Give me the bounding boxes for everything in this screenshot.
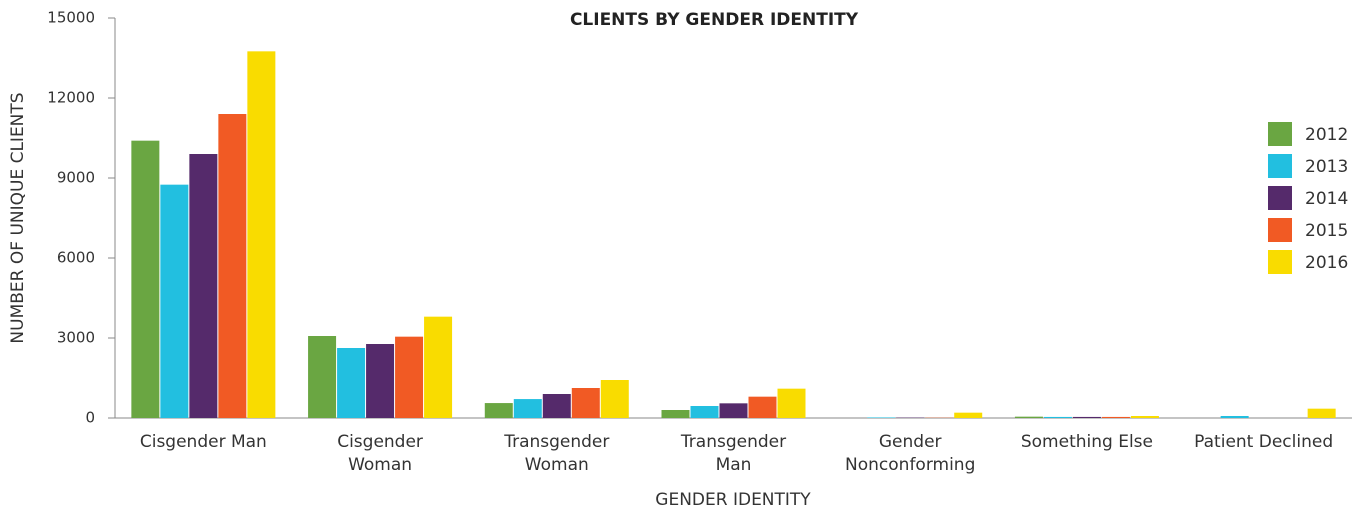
x-tick-label: Patient Declined (1194, 432, 1333, 452)
bar (366, 344, 395, 418)
bar (1014, 416, 1043, 418)
y-tick-label: 0 (85, 409, 95, 427)
legend-swatch (1268, 186, 1292, 210)
bar (218, 114, 247, 418)
bar (247, 51, 276, 418)
bar (542, 394, 571, 418)
legend-label: 2013 (1305, 157, 1348, 177)
bar (571, 388, 600, 418)
x-tick-label: Cisgender Man (140, 432, 267, 452)
x-tick-label: Transgender Man (680, 432, 786, 475)
legend-swatch (1268, 250, 1292, 274)
y-tick-label: 15000 (47, 9, 95, 27)
x-axis-title: GENDER IDENTITY (655, 490, 811, 510)
bar (1220, 416, 1249, 418)
bar (424, 316, 453, 418)
x-tick-label: Gender Nonconforming (845, 432, 975, 475)
bar (954, 412, 983, 418)
bar (1307, 408, 1336, 418)
legend-swatch (1268, 218, 1292, 242)
y-tick-label: 6000 (57, 249, 95, 267)
bar (1043, 416, 1072, 418)
bar (131, 140, 160, 418)
x-tick-label: Transgender Woman (503, 432, 609, 475)
bar (337, 348, 366, 418)
chart-title: CLIENTS BY GENDER IDENTITY (570, 10, 859, 30)
y-axis-title: NUMBER OF UNIQUE CLIENTS (8, 92, 28, 343)
legend-label: 2014 (1305, 189, 1348, 209)
bar (160, 184, 189, 418)
y-tick-label: 12000 (47, 89, 95, 107)
bar (308, 336, 337, 418)
bar (189, 154, 218, 418)
legend-label: 2012 (1305, 125, 1348, 145)
legend-swatch (1268, 154, 1292, 178)
bar (661, 410, 690, 418)
bar (513, 399, 542, 418)
bar (867, 417, 896, 418)
bar (1072, 416, 1101, 418)
y-tick-label: 3000 (57, 329, 95, 347)
bar (777, 388, 806, 418)
bar (748, 396, 777, 418)
bar (484, 403, 513, 418)
legend-label: 2015 (1305, 221, 1348, 241)
y-tick-label: 9000 (57, 169, 95, 187)
bar (395, 336, 424, 418)
x-tick-label: Cisgender Woman (337, 432, 423, 475)
legend-swatch (1268, 122, 1292, 146)
bar (600, 380, 629, 418)
bar (690, 406, 719, 418)
bar (1130, 416, 1159, 418)
legend-label: 2016 (1305, 253, 1348, 273)
bar (1101, 416, 1130, 418)
bar (719, 403, 748, 418)
x-tick-label: Something Else (1021, 432, 1153, 452)
